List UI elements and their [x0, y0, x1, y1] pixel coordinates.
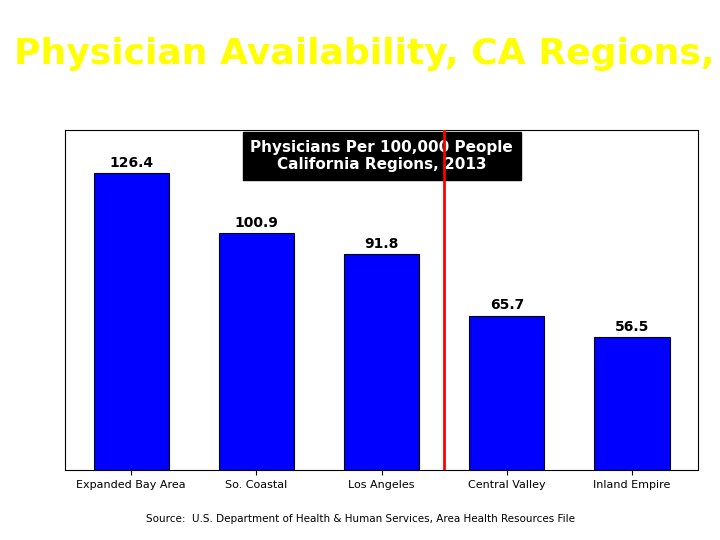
- Text: 100.9: 100.9: [235, 215, 279, 230]
- Text: 65.7: 65.7: [490, 298, 524, 312]
- Text: 126.4: 126.4: [109, 156, 153, 170]
- Bar: [94, 173, 168, 470]
- Text: Physician Availability, CA Regions, 2013: Physician Availability, CA Regions, 2013: [14, 37, 720, 71]
- Text: 91.8: 91.8: [364, 237, 399, 251]
- Text: 56.5: 56.5: [615, 320, 649, 334]
- Text: Source:  U.S. Department of Health & Human Services, Area Health Resources File: Source: U.S. Department of Health & Huma…: [145, 514, 575, 524]
- Bar: [595, 338, 670, 470]
- Bar: [344, 254, 419, 470]
- Text: Physicians Per 100,000 People
California Regions, 2013: Physicians Per 100,000 People California…: [251, 140, 513, 172]
- Bar: [219, 233, 294, 470]
- Bar: [469, 316, 544, 470]
